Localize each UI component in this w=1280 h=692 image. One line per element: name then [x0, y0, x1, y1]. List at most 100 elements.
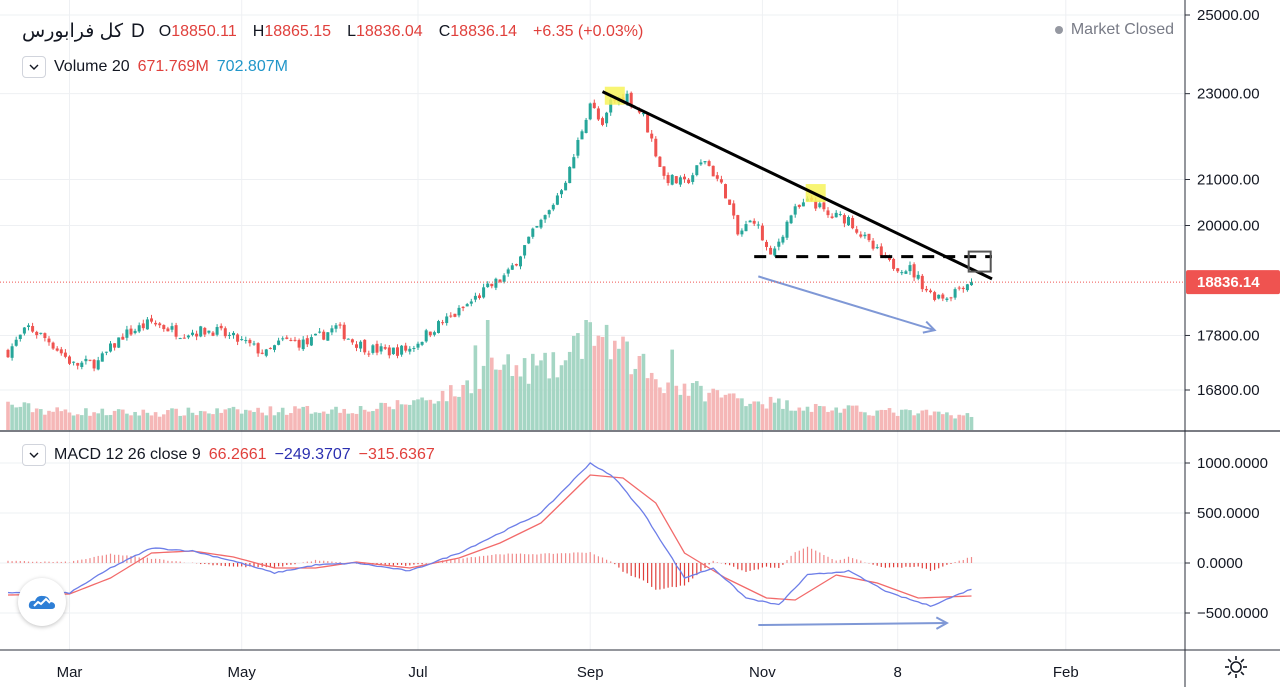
volume-bar [559, 365, 564, 430]
candle-body [859, 234, 863, 237]
volume-bar [157, 416, 162, 430]
volume-bar [170, 408, 174, 430]
trendline [601, 90, 993, 281]
volume-bar [658, 387, 662, 430]
candle-body [334, 325, 338, 329]
volume-bar [900, 409, 904, 430]
candle-body [965, 284, 969, 291]
volume-bar [231, 406, 236, 430]
candle-body [301, 339, 305, 350]
price-divergence-arrow-head [922, 320, 937, 334]
volume-bar [813, 403, 818, 430]
volume-bar [207, 413, 211, 430]
volume-bar [514, 365, 519, 430]
volume-bar [793, 410, 797, 430]
volume-collapse-button[interactable] [22, 56, 46, 78]
volume-bar [100, 408, 105, 430]
candle-body [154, 322, 158, 325]
logo-button[interactable] [18, 578, 66, 626]
candle-body [363, 339, 367, 353]
volume-bar [416, 399, 420, 430]
candle-body [47, 338, 51, 343]
volume-bar [223, 409, 228, 430]
volume-bar [863, 412, 867, 430]
time-tick-label: Mar [57, 664, 83, 681]
volume-bar [490, 357, 494, 430]
candle-body [609, 99, 613, 113]
volume-bar [47, 410, 51, 430]
volume-bar [662, 393, 666, 430]
volume-bar [711, 388, 715, 430]
candle-body [863, 234, 867, 237]
candle-body [281, 338, 285, 340]
candle-body [719, 179, 723, 183]
candle-body [449, 315, 453, 317]
volume-bar [957, 414, 961, 430]
candle-body [629, 92, 633, 106]
volume-bar [108, 414, 113, 430]
candle-body [519, 256, 522, 267]
volume-bar [731, 393, 736, 430]
volume-bar [576, 333, 580, 430]
candle-body [760, 225, 764, 241]
candle-body [182, 337, 186, 339]
candle-body [145, 319, 149, 330]
volume-bar [928, 415, 933, 430]
macd-tick-label: 1000.0000 [1197, 455, 1268, 472]
volume-bar [190, 412, 195, 430]
volume-bar [10, 404, 14, 430]
candle-body [912, 264, 916, 278]
volume-bar [592, 345, 597, 430]
volume-bar [141, 409, 146, 430]
candle-body [490, 283, 494, 287]
interval-label[interactable]: D [131, 20, 145, 42]
candle-body [646, 114, 650, 133]
volume-bar [43, 414, 47, 430]
candle-body [711, 165, 715, 177]
volume-bar [116, 409, 121, 430]
macd-signal-series [7, 474, 972, 601]
symbol-name[interactable]: کل فرابورس [22, 21, 124, 42]
volume-bar [174, 408, 178, 430]
volume-bar [264, 415, 269, 430]
price-tick-label: 20000.00 [1197, 218, 1260, 235]
candle-body [793, 206, 797, 215]
candle-body [211, 332, 215, 336]
candle-body [18, 334, 22, 340]
volume-bar [850, 405, 855, 430]
candle-body [88, 359, 92, 361]
volume-bar [260, 412, 264, 430]
volume-bar [285, 414, 289, 430]
time-tick-label: Sep [577, 664, 604, 681]
candle-body [396, 347, 399, 356]
volume-bar [535, 365, 539, 430]
candle-body [6, 349, 10, 358]
candle-body [51, 342, 55, 349]
macd-collapse-button[interactable] [22, 444, 46, 466]
candle-body [424, 330, 428, 342]
gear-icon[interactable] [1222, 653, 1250, 681]
candle-body [240, 339, 244, 341]
candle-body [113, 343, 117, 348]
candle-body [756, 224, 760, 226]
volume-value-1: 671.769M [137, 58, 209, 75]
volume-bar [543, 352, 547, 430]
chevron-down-icon [29, 452, 39, 458]
volume-bar [67, 412, 72, 430]
candle-body [555, 195, 559, 205]
candle-body [355, 344, 358, 348]
volume-bar [182, 415, 187, 430]
candle-body [642, 112, 645, 115]
candle-body [535, 225, 539, 228]
volume-bar [818, 405, 822, 430]
volume-bar [465, 380, 469, 430]
volume-bar [871, 415, 875, 430]
macd-line-value: −249.3707 [274, 446, 351, 463]
volume-bar [613, 340, 617, 430]
candle-body [769, 247, 773, 255]
volume-bar [166, 410, 170, 430]
candle-body [72, 361, 76, 363]
candle-body [318, 331, 322, 333]
